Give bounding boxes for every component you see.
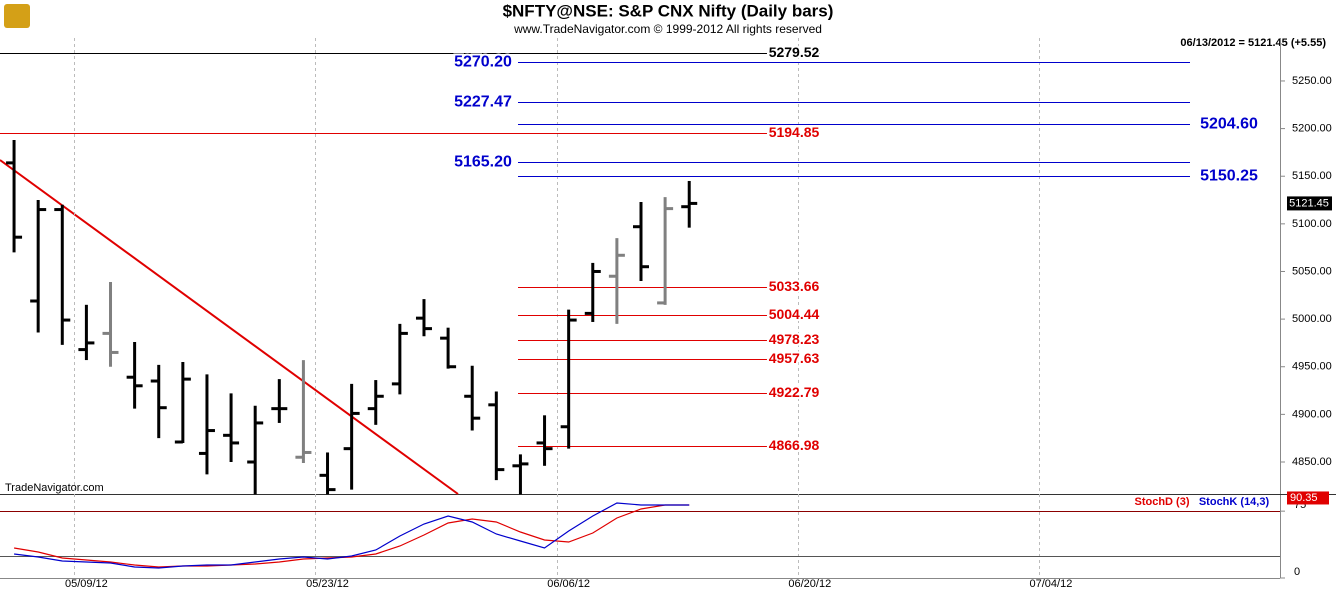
x-tick-label: 06/06/12 <box>547 578 590 590</box>
level-label: 4922.79 <box>769 384 820 400</box>
legend-entry: StochD (3) <box>1135 496 1190 508</box>
last-price-label: 5121.45 <box>1289 197 1329 209</box>
chart-subtitle: www.TradeNavigator.com © 1999-2012 All r… <box>513 22 822 36</box>
x-tick-label: 05/09/12 <box>65 578 108 590</box>
level-label: 5150.25 <box>1200 168 1258 185</box>
level-label: 5004.44 <box>769 306 820 322</box>
status: 06/13/2012 = 5121.45 (+5.55) <box>1180 37 1326 49</box>
y-tick-label: 5100.00 <box>1292 218 1332 230</box>
y-tick-label: 5200.00 <box>1292 122 1332 134</box>
trendline <box>0 159 459 495</box>
x-tick-label: 06/20/12 <box>788 578 831 590</box>
chart-title: $NFTY@NSE: S&P CNX Nifty (Daily bars) <box>503 1 834 20</box>
level-label: 5204.60 <box>1200 116 1258 133</box>
y-tick-label: 5250.00 <box>1292 75 1332 87</box>
x-tick-label: 07/04/12 <box>1030 578 1073 590</box>
y-tick-label: 5000.00 <box>1292 313 1332 325</box>
level-label: 4957.63 <box>769 350 820 366</box>
last-price-box <box>1287 196 1332 211</box>
y-tick-label: 4950.00 <box>1292 361 1332 373</box>
stoch-line <box>14 502 690 569</box>
y-tick-label: 0 <box>1294 566 1300 578</box>
y-tick-label: 4900.00 <box>1292 408 1332 420</box>
level-label: 4978.23 <box>769 331 820 347</box>
y-tick-label: 5150.00 <box>1292 170 1332 182</box>
stoch-line <box>14 504 690 568</box>
y-tick-label: 5050.00 <box>1292 265 1332 277</box>
level-label: 5279.52 <box>769 44 820 60</box>
level-label: 5194.85 <box>769 124 820 140</box>
x-tick-label: 05/23/12 <box>306 578 349 590</box>
y-tick-label: 4850.00 <box>1292 456 1332 468</box>
watermark: TradeNavigator.com <box>5 482 104 494</box>
legend-entry: StochK (14,3) <box>1199 496 1270 508</box>
logo <box>4 4 30 28</box>
level-label: 5165.20 <box>454 154 512 171</box>
last-value-label: 90.35 <box>1290 492 1318 504</box>
level-label: 4866.98 <box>769 437 820 453</box>
level-label: 5033.66 <box>769 278 820 294</box>
last-value-box <box>1287 491 1329 505</box>
level-label: 5227.47 <box>454 94 512 111</box>
level-label: 5270.20 <box>454 54 512 71</box>
